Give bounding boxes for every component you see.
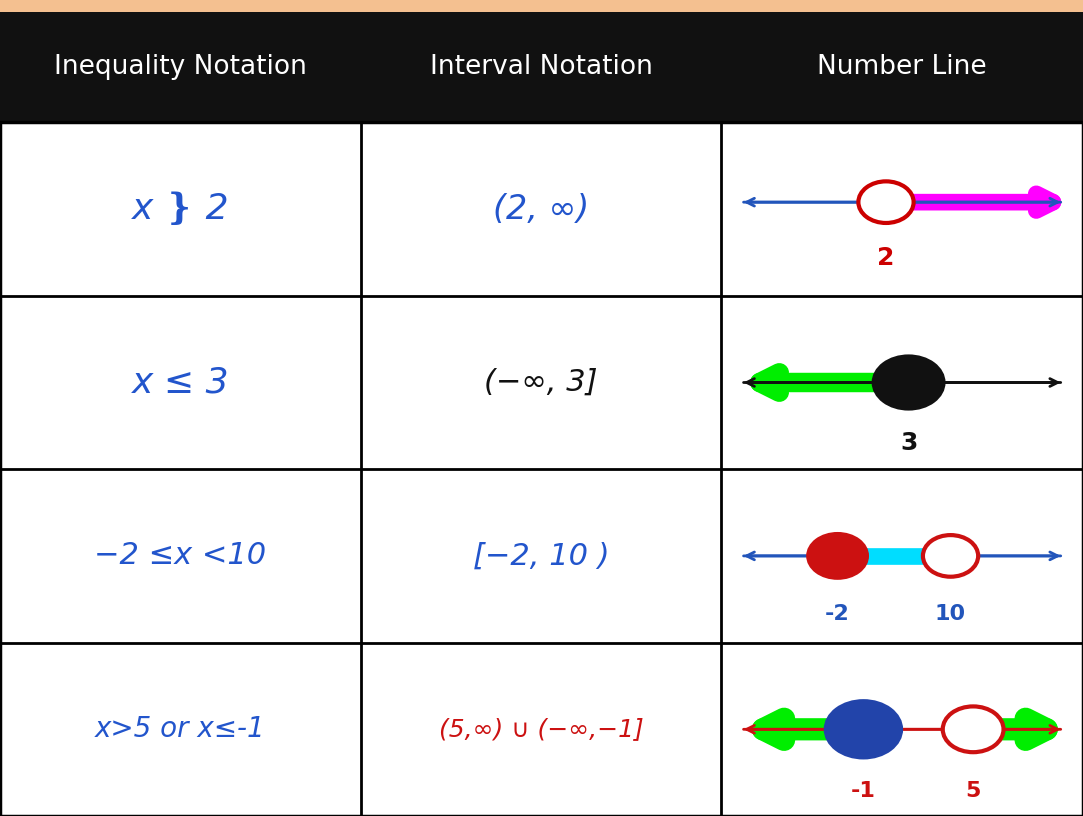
Text: Number Line: Number Line xyxy=(818,55,987,80)
Circle shape xyxy=(923,535,978,577)
Circle shape xyxy=(807,533,867,579)
Text: -1: -1 xyxy=(851,782,876,801)
Text: x>5 or x≤-1: x>5 or x≤-1 xyxy=(95,716,265,743)
Text: x ❵ 2: x ❵ 2 xyxy=(131,192,230,226)
Text: 5: 5 xyxy=(965,782,981,801)
Circle shape xyxy=(873,356,944,410)
Circle shape xyxy=(943,707,1004,752)
Text: [−2, 10 ): [−2, 10 ) xyxy=(472,541,610,570)
Text: -2: -2 xyxy=(825,605,850,624)
Text: 10: 10 xyxy=(935,605,966,624)
Circle shape xyxy=(859,181,914,223)
Circle shape xyxy=(825,700,902,758)
Text: (2, ∞): (2, ∞) xyxy=(493,193,589,225)
Polygon shape xyxy=(0,0,1083,12)
Text: 3: 3 xyxy=(900,431,917,455)
Text: 2: 2 xyxy=(877,246,895,269)
Text: Interval Notation: Interval Notation xyxy=(430,55,652,80)
Text: Inequality Notation: Inequality Notation xyxy=(54,55,306,80)
Text: −2 ≤x <10: −2 ≤x <10 xyxy=(94,541,266,570)
Polygon shape xyxy=(0,469,1083,643)
Polygon shape xyxy=(0,12,1083,122)
Text: x ≤ 3: x ≤ 3 xyxy=(131,366,230,400)
Polygon shape xyxy=(0,643,1083,816)
Polygon shape xyxy=(0,122,1083,296)
Polygon shape xyxy=(0,296,1083,469)
Text: (5,∞) ∪ (−∞,−1]: (5,∞) ∪ (−∞,−1] xyxy=(439,717,643,741)
Text: (−∞, 3]: (−∞, 3] xyxy=(484,368,598,397)
